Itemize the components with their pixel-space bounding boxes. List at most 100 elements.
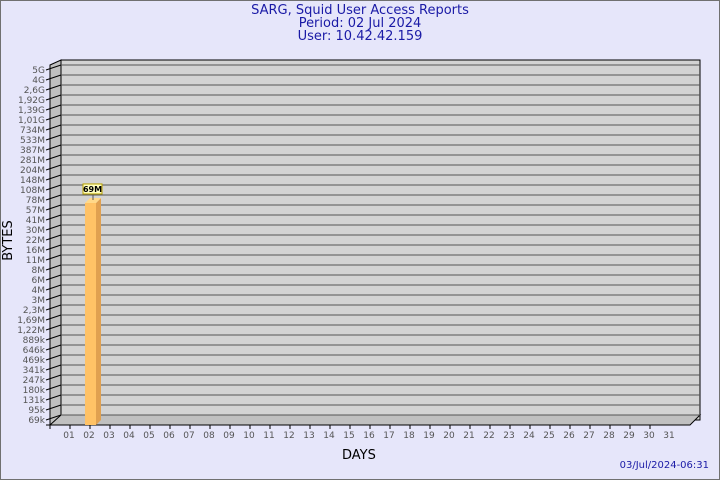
y-tick [45, 334, 62, 341]
y-tick [45, 414, 62, 421]
y-tick [45, 164, 62, 171]
x-tick-label: 24 [523, 431, 535, 441]
y-tick-label: 95k [28, 406, 45, 416]
y-tick [45, 284, 62, 291]
y-tick-label: 387M [20, 146, 45, 156]
y-tick-label: 69k [28, 416, 45, 426]
y-tick [45, 224, 62, 231]
y-tick [45, 304, 62, 311]
y-tick [45, 194, 62, 201]
y-tick [45, 374, 62, 381]
x-tick-label: 04 [123, 431, 135, 441]
y-tick [45, 264, 62, 271]
x-tick-label: 20 [443, 431, 455, 441]
y-tick-label: 2,3M [23, 306, 45, 316]
x-tick-label: 08 [203, 431, 215, 441]
y-tick-label: 247k [23, 376, 46, 386]
y-tick [45, 214, 62, 221]
bar [85, 202, 96, 425]
y-tick [45, 114, 62, 121]
x-tick-label: 28 [603, 431, 615, 441]
y-tick-label: 22M [26, 236, 45, 246]
y-tick-label: 11M [26, 256, 45, 266]
x-tick-label: 27 [583, 431, 594, 441]
y-tick-label: 8M [32, 266, 46, 276]
x-tick-label: 31 [663, 431, 674, 441]
y-tick-label: 180k [23, 386, 46, 396]
y-tick [45, 354, 62, 361]
y-tick [45, 394, 62, 401]
y-tick-label: 469k [23, 356, 46, 366]
y-tick-label: 4M [32, 286, 46, 296]
x-tick-label: 02 [83, 431, 94, 441]
chart-title: SARG, Squid User Access Reports [251, 3, 469, 18]
y-tick-label: 646k [23, 346, 46, 356]
y-tick [45, 184, 62, 191]
chart-period: Period: 02 Jul 2024 [298, 16, 422, 31]
x-tick-label: 13 [303, 431, 314, 441]
x-tick-label: 18 [403, 431, 415, 441]
x-tick-label: 10 [243, 431, 255, 441]
y-tick [45, 104, 62, 111]
x-tick-label: 07 [183, 431, 194, 441]
x-axis-label: DAYS [342, 448, 376, 463]
x-tick-label: 15 [343, 431, 354, 441]
x-tick-label: 14 [323, 431, 335, 441]
y-tick-label: 533M [20, 136, 45, 146]
x-tick-label: 17 [383, 431, 394, 441]
y-tick [45, 234, 62, 241]
y-tick-label: 1,01G [18, 116, 45, 126]
y-tick [45, 274, 62, 281]
x-tick-label: 05 [143, 431, 154, 441]
y-tick [45, 64, 62, 71]
data-label: 69M [83, 185, 102, 194]
y-tick-label: 3M [32, 296, 46, 306]
y-tick [45, 124, 62, 131]
x-tick-label: 29 [623, 431, 635, 441]
back-wall [60, 59, 701, 421]
x-tick-label: 19 [423, 431, 435, 441]
y-tick-label: 78M [26, 196, 45, 206]
y-tick-label: 1,69M [17, 316, 45, 326]
y-tick-label: 734M [20, 126, 45, 136]
x-tick-label: 11 [263, 431, 274, 441]
y-tick [45, 244, 62, 251]
y-tick [45, 204, 62, 211]
x-tick-label: 01 [63, 431, 74, 441]
y-tick [45, 154, 62, 161]
y-axis-label: BYTES [0, 220, 16, 261]
y-tick-label: 6M [32, 276, 46, 286]
y-tick [45, 254, 62, 261]
y-tick [45, 294, 62, 301]
floor [48, 414, 702, 426]
bar-side [96, 197, 101, 425]
y-tick-label: 1,39G [18, 106, 45, 116]
y-tick-label: 341k [23, 366, 46, 376]
x-tick-label: 23 [503, 431, 514, 441]
y-tick-label: 2,6G [24, 86, 45, 96]
y-tick-label: 41M [26, 216, 45, 226]
y-tick-label: 204M [20, 166, 45, 176]
y-tick-label: 108M [20, 186, 45, 196]
y-tick-label: 30M [26, 226, 45, 236]
y-tick [45, 404, 62, 411]
x-tick-label: 16 [363, 431, 375, 441]
data-label-box [82, 183, 103, 195]
y-tick [45, 344, 62, 351]
y-tick [45, 144, 62, 151]
y-tick [45, 74, 62, 81]
x-tick-label: 12 [283, 431, 294, 441]
y-tick-label: 57M [26, 206, 45, 216]
chart-user: User: 10.42.42.159 [297, 29, 423, 44]
y-tick-label: 281M [20, 156, 45, 166]
x-tick-label: 03 [103, 431, 114, 441]
y-tick-label: 4G [32, 76, 45, 86]
y-tick [45, 84, 62, 91]
y-tick [45, 314, 62, 321]
y-tick-label: 148M [20, 176, 45, 186]
y-tick-label: 5G [32, 66, 45, 76]
x-tick-label: 06 [163, 431, 175, 441]
timestamp: 03/Jul/2024-06:31 [619, 460, 709, 471]
y-tick [45, 364, 62, 371]
